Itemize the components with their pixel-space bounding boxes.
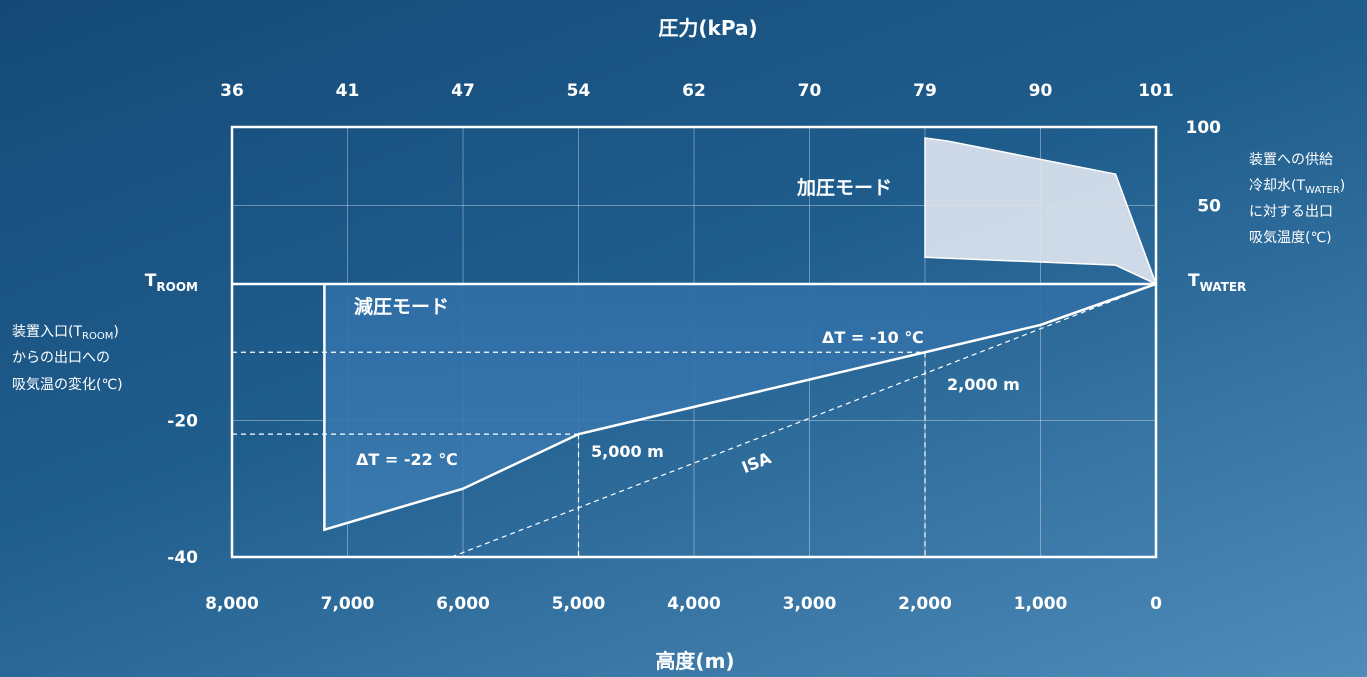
- pressure-tick-label: 47: [451, 81, 475, 101]
- x-tick-label: 2,000: [898, 594, 952, 614]
- decompression-mode-label: 減圧モード: [354, 295, 449, 318]
- right-note-line4: 吸気温度(℃): [1249, 230, 1332, 246]
- pressure-tick-label: 101: [1138, 81, 1174, 101]
- right-note-line2: 冷却水(TWATER): [1249, 178, 1345, 196]
- right-tick-label: 50: [1197, 197, 1221, 217]
- axis-ticks: 8,000 7,000 6,000 5,000 4,000 3,000 2,000 1,000…: [145, 81, 1247, 614]
- right-tick-label: TWATER: [1188, 271, 1246, 294]
- altitude-axis-title: 高度(m): [655, 649, 734, 673]
- x-tick-label: 5,000: [552, 594, 606, 614]
- plot-frame: [230, 125, 1158, 559]
- pressure-tick-label: 70: [798, 81, 822, 101]
- left-axis-note: 装置入口(TROOM) からの出口への 吸気温の変化(℃): [12, 324, 123, 393]
- right-note-line1: 装置への供給: [1249, 152, 1333, 168]
- x-tick-label: 6,000: [436, 594, 490, 614]
- x-tick-label: 0: [1150, 594, 1162, 614]
- altitude-2000-label: 2,000 m: [947, 375, 1020, 394]
- series-lines: [232, 282, 1157, 558]
- altitude-5000-label: 5,000 m: [591, 442, 664, 461]
- pressure-axis-title: 圧力(kPa): [658, 16, 757, 40]
- left-tick-label: -40: [167, 548, 198, 568]
- x-tick-label: 4,000: [667, 594, 721, 614]
- pressure-tick-label: 79: [913, 81, 937, 101]
- x-tick-label: 8,000: [205, 594, 259, 614]
- series-areas: [324, 137, 1158, 530]
- left-note-line1: 装置入口(TROOM): [12, 324, 119, 342]
- x-tick-label: 1,000: [1014, 594, 1068, 614]
- pressure-tick-label: 41: [336, 81, 360, 101]
- x-tick-label: 3,000: [783, 594, 837, 614]
- left-tick-label: -20: [167, 412, 198, 432]
- delta-t-22-label: ΔT = -22 ℃: [356, 450, 458, 469]
- right-tick-label: 100: [1186, 118, 1222, 138]
- pressure-tick-label: 90: [1029, 81, 1053, 101]
- pressurization-area: [924, 137, 1158, 286]
- right-note-line3: に対する出口: [1249, 204, 1333, 220]
- left-note-line2: からの出口への: [12, 350, 110, 366]
- x-tick-label: 7,000: [321, 594, 375, 614]
- pressure-tick-label: 36: [220, 81, 244, 101]
- left-note-line3: 吸気温の変化(℃): [12, 376, 123, 393]
- pressure-tick-label: 62: [682, 81, 706, 101]
- pressure-tick-label: 54: [567, 81, 591, 101]
- pressurization-mode-label: 加圧モード: [796, 177, 892, 199]
- isa-label: ISA: [739, 448, 774, 477]
- right-axis-note: 装置への供給 冷却水(TWATER) に対する出口 吸気温度(℃): [1249, 152, 1345, 246]
- delta-t-10-label: ΔT = -10 ℃: [822, 328, 924, 347]
- decompression-area: [324, 284, 1156, 530]
- left-tick-label: TROOM: [145, 271, 198, 294]
